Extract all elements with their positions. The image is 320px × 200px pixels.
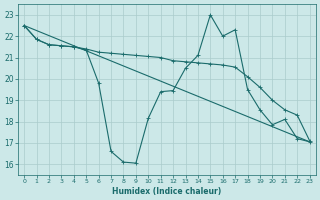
X-axis label: Humidex (Indice chaleur): Humidex (Indice chaleur): [112, 187, 221, 196]
